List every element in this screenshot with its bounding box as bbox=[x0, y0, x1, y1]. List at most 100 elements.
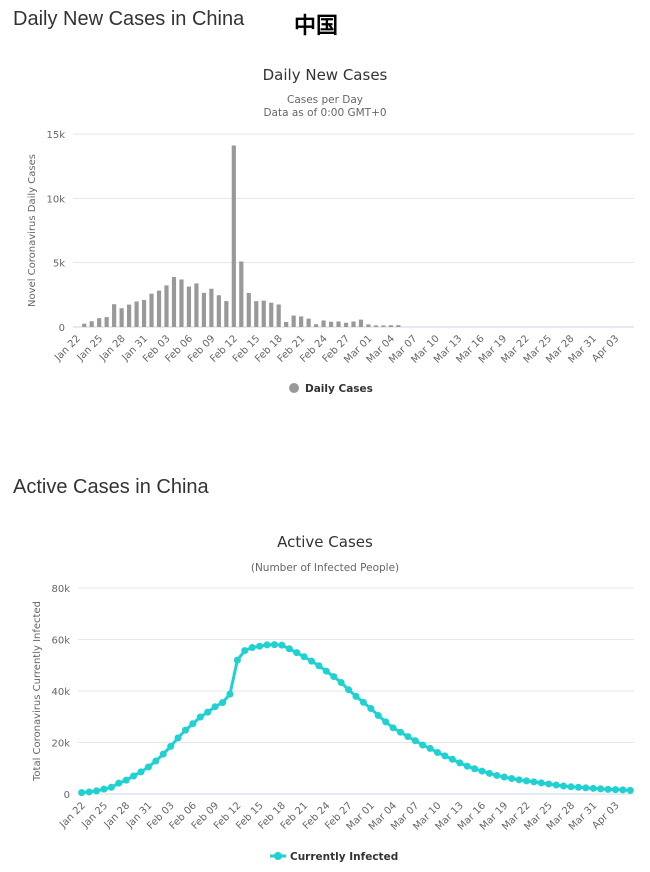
bar bbox=[321, 320, 326, 327]
active-section-heading: Active Cases in China bbox=[13, 476, 209, 498]
daily-section-heading: Daily New Cases in China bbox=[13, 8, 245, 30]
legend-label: Daily Cases bbox=[305, 383, 373, 395]
bar bbox=[82, 323, 87, 327]
bar bbox=[112, 304, 117, 327]
data-point bbox=[530, 778, 538, 786]
data-point bbox=[144, 763, 152, 771]
data-point bbox=[396, 728, 404, 736]
y-tick-label: 0 bbox=[64, 790, 70, 801]
bar bbox=[89, 321, 94, 327]
data-point bbox=[263, 641, 271, 649]
bar bbox=[97, 318, 102, 327]
legend-label: Currently Infected bbox=[290, 851, 398, 863]
data-point bbox=[256, 642, 264, 650]
data-point bbox=[552, 781, 560, 789]
data-point bbox=[285, 645, 293, 653]
data-point bbox=[582, 784, 590, 792]
data-point bbox=[560, 782, 568, 790]
bar bbox=[186, 286, 192, 327]
data-point bbox=[219, 699, 227, 707]
data-point bbox=[293, 649, 301, 657]
y-tick-label: 60k bbox=[51, 636, 70, 647]
data-point bbox=[270, 641, 278, 649]
chart-subtitle: (Number of Infected People) bbox=[251, 562, 399, 574]
data-point bbox=[315, 662, 323, 670]
data-point bbox=[152, 757, 160, 765]
chart-title: Active Cases bbox=[277, 533, 373, 551]
bar bbox=[314, 324, 319, 327]
bar bbox=[156, 290, 162, 327]
y-axis-title: Novel Coronavirus Daily Cases bbox=[27, 154, 38, 307]
data-point bbox=[241, 647, 249, 655]
bar bbox=[358, 319, 364, 327]
bar bbox=[141, 299, 147, 327]
data-point bbox=[604, 785, 612, 793]
y-tick-label: 80k bbox=[51, 584, 70, 595]
data-point bbox=[619, 786, 627, 794]
data-point bbox=[448, 755, 456, 763]
data-point bbox=[419, 741, 427, 749]
data-point bbox=[278, 641, 286, 649]
series-line bbox=[81, 643, 631, 795]
data-point bbox=[211, 703, 219, 711]
bar bbox=[149, 293, 154, 327]
data-point bbox=[359, 698, 367, 706]
bar bbox=[336, 321, 341, 327]
bar bbox=[216, 295, 221, 327]
bar bbox=[328, 321, 334, 327]
data-point bbox=[78, 789, 86, 797]
chart-title: Daily New Cases bbox=[263, 66, 388, 84]
legend-marker bbox=[289, 383, 299, 393]
bar bbox=[351, 321, 356, 327]
bar bbox=[396, 325, 401, 327]
bar bbox=[246, 293, 251, 327]
legend-marker bbox=[274, 852, 282, 860]
data-point bbox=[411, 737, 419, 745]
bar bbox=[194, 283, 199, 327]
bar bbox=[134, 301, 139, 327]
data-point bbox=[330, 673, 338, 681]
data-point bbox=[226, 690, 234, 698]
data-point bbox=[574, 783, 582, 791]
bar bbox=[276, 304, 281, 327]
bar bbox=[171, 277, 177, 327]
active-cases-chart: Active Cases (Number of Infected People) 0… bbox=[32, 533, 634, 863]
data-point bbox=[367, 705, 375, 713]
data-point bbox=[597, 785, 605, 793]
data-point bbox=[537, 779, 545, 787]
data-point bbox=[434, 749, 442, 757]
data-point bbox=[567, 783, 575, 791]
bar bbox=[119, 308, 124, 327]
data-point bbox=[159, 750, 167, 758]
data-point bbox=[345, 686, 353, 694]
data-point bbox=[456, 759, 464, 767]
bar bbox=[231, 145, 236, 327]
data-point bbox=[493, 771, 501, 779]
bar bbox=[291, 315, 296, 327]
data-point bbox=[204, 708, 212, 716]
data-point bbox=[337, 679, 345, 687]
bar bbox=[201, 292, 206, 327]
chinese-heading: 中国 bbox=[294, 14, 339, 39]
data-point bbox=[93, 787, 101, 795]
data-point bbox=[137, 768, 145, 776]
data-point bbox=[100, 785, 108, 793]
data-point bbox=[500, 773, 508, 781]
bar bbox=[127, 304, 132, 327]
data-point bbox=[523, 777, 531, 785]
bar bbox=[261, 300, 266, 327]
data-point bbox=[508, 775, 516, 783]
data-point bbox=[485, 769, 493, 777]
data-point bbox=[478, 767, 486, 775]
y-axis-title: Total Coronavirus Currently Infected bbox=[32, 601, 43, 782]
chart-subtitle: Cases per Day bbox=[287, 94, 363, 106]
bar bbox=[269, 302, 274, 327]
data-point bbox=[374, 711, 382, 719]
y-tick-label: 20k bbox=[51, 739, 70, 750]
bar bbox=[373, 325, 379, 327]
data-point bbox=[248, 643, 256, 651]
data-point bbox=[382, 718, 390, 726]
data-point bbox=[352, 692, 360, 700]
data-point bbox=[115, 779, 123, 787]
